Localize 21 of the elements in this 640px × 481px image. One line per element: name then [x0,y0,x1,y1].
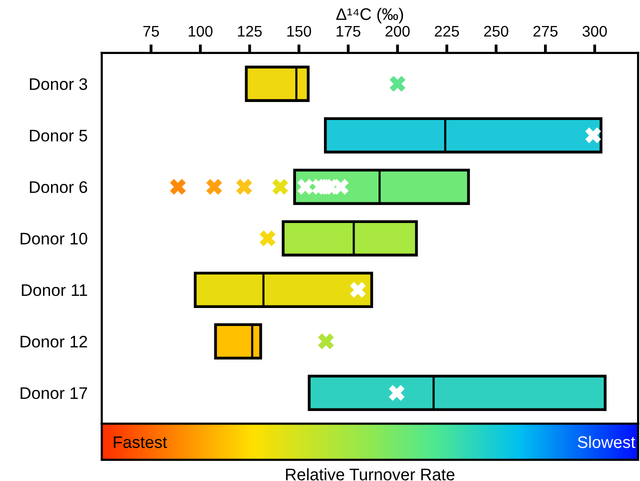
x-axis-title: Δ¹⁴C (‰) [336,8,404,24]
text: Slowest [578,436,636,448]
y-tick-label: Donor 6 [30,181,88,194]
x-tick-label: 275 [533,26,558,37]
x-tick-label: 300 [582,26,607,37]
text: Fastest [114,436,168,448]
x-tick-label: 175 [336,26,360,37]
x-tick-label: 100 [188,26,212,37]
y-tick-label: Donor 17 [20,387,88,400]
x-tick-label: 250 [484,26,508,37]
y-tick-label: Donor 3 [30,78,88,90]
color-bar-title: Relative Turnover Rate [286,468,454,480]
x-tick-label: 75 [143,26,159,37]
y-tick-label: Donor 11 [22,284,88,296]
y-tick-label: Donor 10 [20,232,88,245]
x-tick-label: 150 [287,26,312,37]
x-tick-label: 225 [434,26,459,37]
y-tick-label: Donor 12 [20,336,88,348]
x-tick-label: 200 [386,26,410,37]
y-tick-label: Donor 5 [30,130,88,142]
x-tick-label: 125 [238,26,262,37]
